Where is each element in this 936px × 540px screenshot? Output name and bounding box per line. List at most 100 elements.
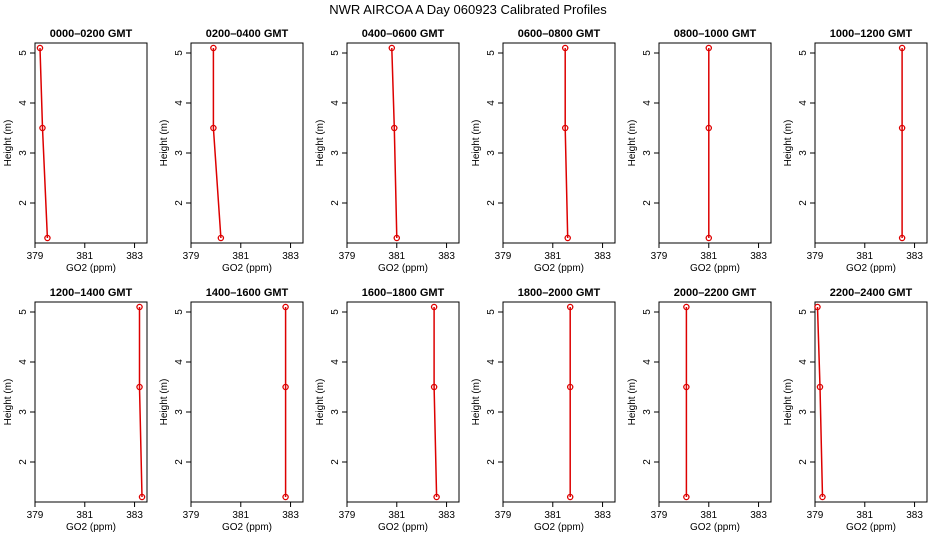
y-axis-label: Height (m) [3, 120, 14, 167]
y-axis-label: Height (m) [627, 120, 638, 167]
x-tick-label: 379 [339, 510, 356, 521]
data-point [388, 44, 396, 52]
x-tick-label: 379 [183, 251, 200, 262]
profile-panel: 1200–1400 GMT 379 381 383 2 3 4 5 GO2 (ppm) Heigh… [3, 287, 148, 533]
x-tick-label: 383 [750, 251, 767, 262]
data-point [705, 44, 713, 52]
x-tick-label: 379 [651, 251, 668, 262]
data-point [282, 383, 289, 391]
x-tick-label: 379 [495, 251, 512, 262]
profile-panel: 1800–2000 GMT 379 381 383 2 3 4 5 GO2 (ppm) Heigh… [471, 287, 616, 533]
data-point [44, 234, 51, 242]
x-tick-label: 381 [388, 251, 405, 262]
x-tick-label: 383 [438, 251, 455, 262]
plot-frame [502, 42, 616, 244]
x-tick-label: 383 [126, 251, 143, 262]
data-point [898, 124, 906, 132]
y-axis-label: Height (m) [471, 379, 482, 426]
y-axis-label: Height (m) [783, 120, 794, 167]
data-point [210, 124, 217, 132]
y-tick-label: 3 [18, 409, 29, 415]
y-tick-label: 4 [18, 100, 29, 106]
y-tick-label: 5 [330, 309, 341, 315]
data-point [210, 44, 217, 52]
x-axis-label: GO2 (ppm) [534, 263, 584, 274]
y-tick-label: 2 [642, 200, 653, 206]
panel-title: 1400–1600 GMT [206, 287, 289, 299]
profile-panel: 1400–1600 GMT 379 381 383 2 3 4 5 GO2 (ppm) Heigh… [159, 287, 304, 533]
x-tick-label: 383 [282, 510, 299, 521]
x-tick-label: 379 [651, 510, 668, 521]
data-point [814, 303, 821, 311]
data-point [705, 234, 713, 242]
y-tick-label: 4 [330, 100, 341, 106]
y-tick-label: 2 [642, 459, 653, 465]
y-tick-label: 2 [18, 459, 29, 465]
plot-frame [658, 42, 772, 244]
data-point [683, 493, 690, 501]
data-point [816, 383, 824, 391]
plot-frame [190, 42, 304, 244]
y-tick-label: 2 [18, 200, 29, 206]
profile-line [138, 307, 143, 498]
profile-panel: 0200–0400 GMT 379 381 383 2 3 4 5 GO2 (ppm) Heigh… [159, 28, 304, 274]
y-axis-label: Height (m) [159, 120, 170, 167]
x-tick-label: 381 [76, 510, 93, 521]
plot-frame [190, 301, 304, 503]
data-point [561, 44, 569, 52]
x-axis-label: GO2 (ppm) [222, 522, 272, 533]
y-tick-label: 5 [642, 50, 653, 56]
x-tick-label: 381 [700, 251, 717, 262]
profile-line [433, 307, 438, 498]
y-tick-label: 4 [798, 100, 809, 106]
data-point [561, 124, 569, 132]
y-tick-label: 5 [798, 50, 809, 56]
y-tick-label: 3 [174, 150, 185, 156]
x-tick-label: 379 [27, 251, 44, 262]
profile-panel: 0600–0800 GMT 379 381 383 2 3 4 5 GO2 (ppm) Heigh… [471, 28, 616, 274]
x-tick-label: 383 [282, 251, 299, 262]
profile-panel: 2200–2400 GMT 379 381 383 2 3 4 5 GO2 (ppm) Heigh… [783, 287, 928, 533]
x-axis-label: GO2 (ppm) [378, 522, 428, 533]
y-axis-label: Height (m) [471, 120, 482, 167]
data-point [683, 383, 690, 391]
data-point [391, 124, 398, 132]
panel-title: 1800–2000 GMT [518, 287, 601, 299]
profile-panel: 1000–1200 GMT 379 381 383 2 3 4 5 GO2 (ppm) Heigh… [783, 28, 928, 274]
profile-line [391, 47, 398, 239]
panel-title: 0600–0800 GMT [518, 28, 601, 40]
data-point [430, 303, 438, 311]
x-tick-label: 381 [856, 251, 873, 262]
x-tick-label: 379 [339, 251, 356, 262]
panel-title: 0200–0400 GMT [206, 28, 289, 40]
panel-title: 0400–0600 GMT [362, 28, 445, 40]
y-tick-label: 2 [174, 459, 185, 465]
x-tick-label: 379 [807, 251, 824, 262]
x-axis-label: GO2 (ppm) [222, 263, 272, 274]
figure-title: NWR AIRCOA A Day 060923 Calibrated Profi… [329, 2, 607, 17]
y-axis-label: Height (m) [315, 120, 326, 167]
y-tick-label: 5 [174, 50, 185, 56]
profile-panel: 0800–1000 GMT 379 381 383 2 3 4 5 GO2 (ppm) Heigh… [627, 28, 772, 274]
profile-panel: 0000–0200 GMT 379 381 383 2 3 4 5 GO2 (ppm) Heigh… [3, 28, 148, 274]
y-tick-label: 3 [798, 409, 809, 415]
x-tick-label: 383 [594, 251, 611, 262]
y-tick-label: 5 [174, 309, 185, 315]
data-point [282, 493, 289, 501]
panel-title: 1200–1400 GMT [50, 287, 133, 299]
x-tick-label: 383 [906, 510, 923, 521]
data-point [430, 383, 438, 391]
data-point [39, 124, 46, 132]
x-tick-label: 383 [126, 510, 143, 521]
x-tick-label: 383 [594, 510, 611, 521]
data-point [566, 383, 574, 391]
plot-frame [658, 301, 772, 503]
panel-title: 1600–1800 GMT [362, 287, 445, 299]
x-tick-label: 381 [856, 510, 873, 521]
x-axis-label: GO2 (ppm) [534, 522, 584, 533]
x-tick-label: 383 [438, 510, 455, 521]
y-tick-label: 4 [174, 100, 185, 106]
panel-title: 2200–2400 GMT [830, 287, 913, 299]
x-axis-label: GO2 (ppm) [66, 263, 116, 274]
x-tick-label: 381 [232, 251, 249, 262]
